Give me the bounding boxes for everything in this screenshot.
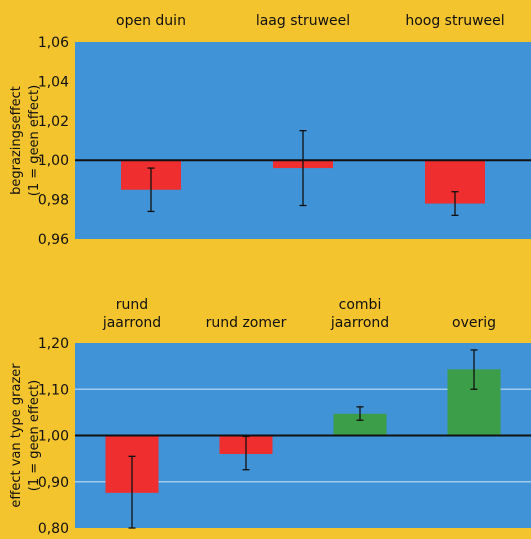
error-bar: [242, 435, 250, 471]
y-tick-label: 0,90: [38, 475, 69, 491]
error-bar: [470, 349, 478, 390]
y-tick-label: 1,00: [38, 429, 69, 445]
y-axis-label: begrazingseffect: [9, 86, 24, 195]
y-axis-label: (1 = geen effect): [27, 380, 42, 491]
category-label: combi: [339, 297, 382, 313]
category-label: overig: [452, 315, 496, 331]
category-label: rund zomer: [206, 315, 287, 331]
category-label: jaarrond: [102, 315, 161, 331]
error-bar: [299, 129, 307, 207]
chart-2: 0,80 0,90 1,00 1,10 1,20 rund jaarrond rund zom…: [9, 297, 531, 537]
y-tick-label: 1,04: [38, 74, 69, 90]
chart-1: 0,96 0,98 1,00 1,02 1,04 1,06 open duin laag st…: [9, 13, 531, 248]
bar: [333, 413, 387, 436]
y-tick-label: 1,02: [38, 114, 69, 130]
category-label: laag struweel: [256, 13, 350, 29]
y-tick-label: 0,80: [38, 521, 69, 535]
y-tick-label: 1,00: [38, 153, 69, 169]
error-bar: [147, 167, 155, 213]
category-label: open duin: [116, 13, 186, 29]
y-tick-label: 1,10: [38, 382, 69, 398]
y-axis-label: effect van type grazer: [9, 363, 24, 508]
y-tick-label: 1,06: [38, 35, 69, 51]
category-label: rund: [116, 297, 148, 313]
y-tick-label: 1,20: [38, 336, 69, 352]
error-bar: [356, 406, 364, 421]
category-label: jaarrond: [330, 315, 389, 331]
y-axis-label: (1 = geen effect): [27, 85, 42, 196]
error-bar: [128, 455, 136, 529]
category-label: hoog struweel: [405, 13, 504, 29]
error-bar: [451, 191, 459, 217]
y-tick-label: 0,96: [38, 232, 69, 248]
y-tick-label: 0,98: [38, 193, 69, 209]
